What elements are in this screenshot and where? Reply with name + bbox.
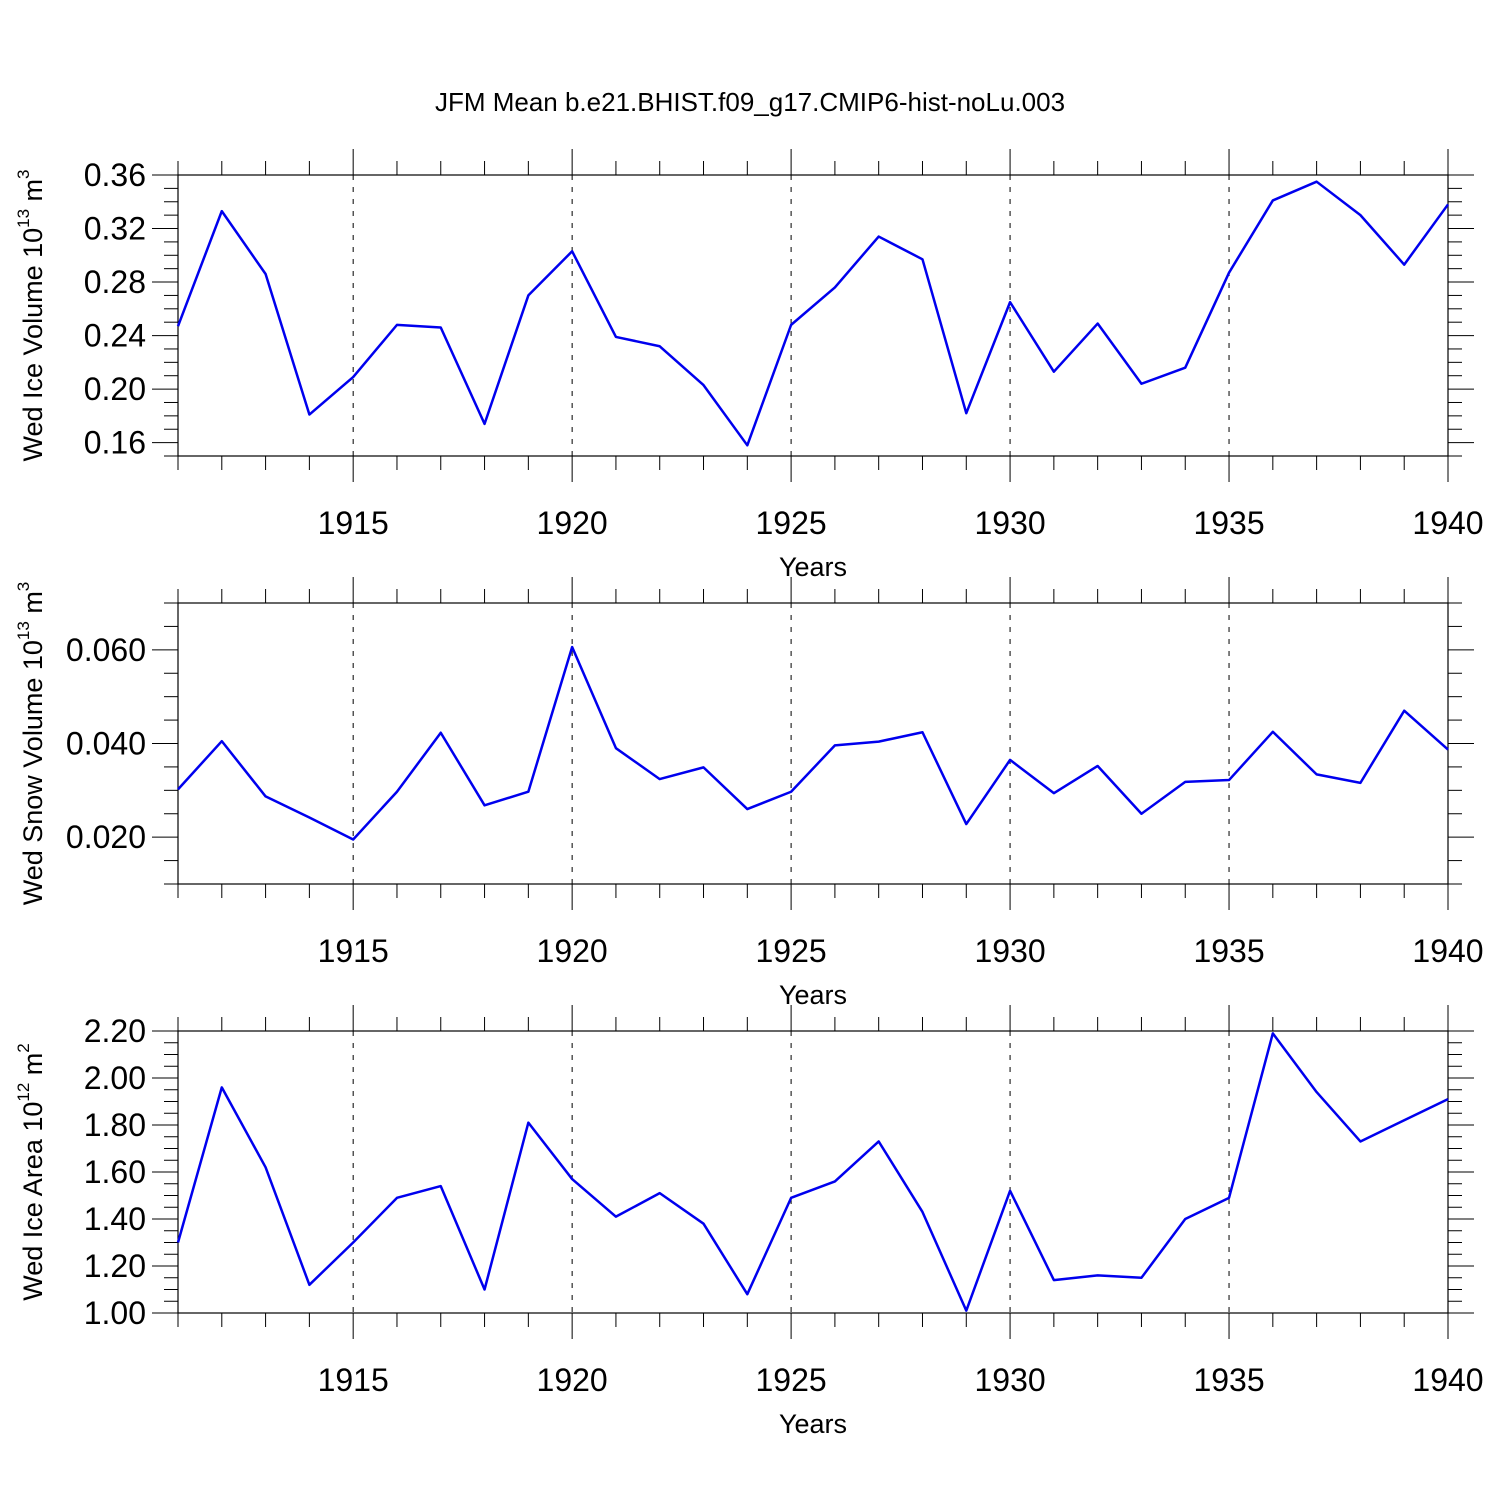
series-line: [176, 1032, 1449, 1312]
x-axis-label: Years: [779, 1409, 847, 1439]
y-tick-label: 0.28: [84, 264, 146, 300]
panel-3: 1.00 1.20 1.40 1.60 1.80 2.00 2.20 1915 1920 1925…: [14, 1005, 1484, 1439]
x-tick-label: 1940: [1412, 1362, 1483, 1398]
y-tick-label: 0.16: [84, 425, 146, 461]
x-tick-label: 1925: [756, 1362, 827, 1398]
y-axis-label: Wed Ice Area 1012 m2: [14, 1043, 48, 1301]
y-tick-label: 1.00: [84, 1295, 146, 1331]
plot-frame: [177, 174, 1449, 457]
x-tick-label: 1915: [318, 505, 389, 541]
x-tick-label: 1925: [756, 933, 827, 969]
y-tick-label: 0.020: [66, 819, 146, 855]
x-tick-label: 1935: [1193, 1362, 1264, 1398]
x-tick-label: 1935: [1193, 505, 1264, 541]
x-tick-label: 1935: [1193, 933, 1264, 969]
panel-1: 0.16 0.20 0.24 0.28 0.32 0.36 1915 1920 1925 1930…: [14, 149, 1484, 582]
x-tick-label: 1930: [974, 1362, 1045, 1398]
y-tick-label: 0.040: [66, 726, 146, 762]
x-tick-label: 1920: [537, 933, 608, 969]
y-tick-label: 1.40: [84, 1201, 146, 1237]
x-tick-label: 1915: [318, 933, 389, 969]
series-line: [176, 180, 1450, 447]
y-tick-label: 1.20: [84, 1248, 146, 1284]
plot-frame: [177, 602, 1449, 885]
x-tick-label: 1930: [974, 933, 1045, 969]
x-tick-label: 1930: [974, 505, 1045, 541]
y-tick-label: 2.20: [84, 1013, 146, 1049]
y-axis-label: Wed Snow Volume 1013 m3: [14, 582, 48, 906]
series-line: [177, 645, 1449, 841]
y-tick-label: 0.36: [84, 157, 146, 193]
y-tick-label: 2.00: [84, 1060, 146, 1096]
x-tick-label: 1940: [1412, 933, 1483, 969]
y-tick-label: 0.060: [66, 632, 146, 668]
y-tick-label: 1.80: [84, 1107, 146, 1143]
x-tick-label: 1915: [318, 1362, 389, 1398]
panel-2: 0.020 0.040 0.060 1915 1920 1925 1930 1935 1940 Y…: [14, 577, 1484, 1010]
y-tick-label: 1.60: [84, 1154, 146, 1190]
y-tick-label: 0.20: [84, 371, 146, 407]
x-axis-label: Years: [779, 552, 847, 582]
x-axis-label: Years: [779, 980, 847, 1010]
x-tick-label: 1920: [537, 505, 608, 541]
plot-frame: [177, 1030, 1449, 1314]
x-tick-label: 1920: [537, 1362, 608, 1398]
y-axis-label: Wed Ice Volume 1013 m3: [14, 169, 48, 461]
chart-title: JFM Mean b.e21.BHIST.f09_g17.CMIP6-hist-…: [435, 87, 1065, 117]
y-tick-label: 0.24: [84, 318, 146, 354]
x-tick-label: 1940: [1412, 505, 1483, 541]
y-tick-label: 0.32: [84, 211, 146, 247]
x-tick-label: 1925: [756, 505, 827, 541]
